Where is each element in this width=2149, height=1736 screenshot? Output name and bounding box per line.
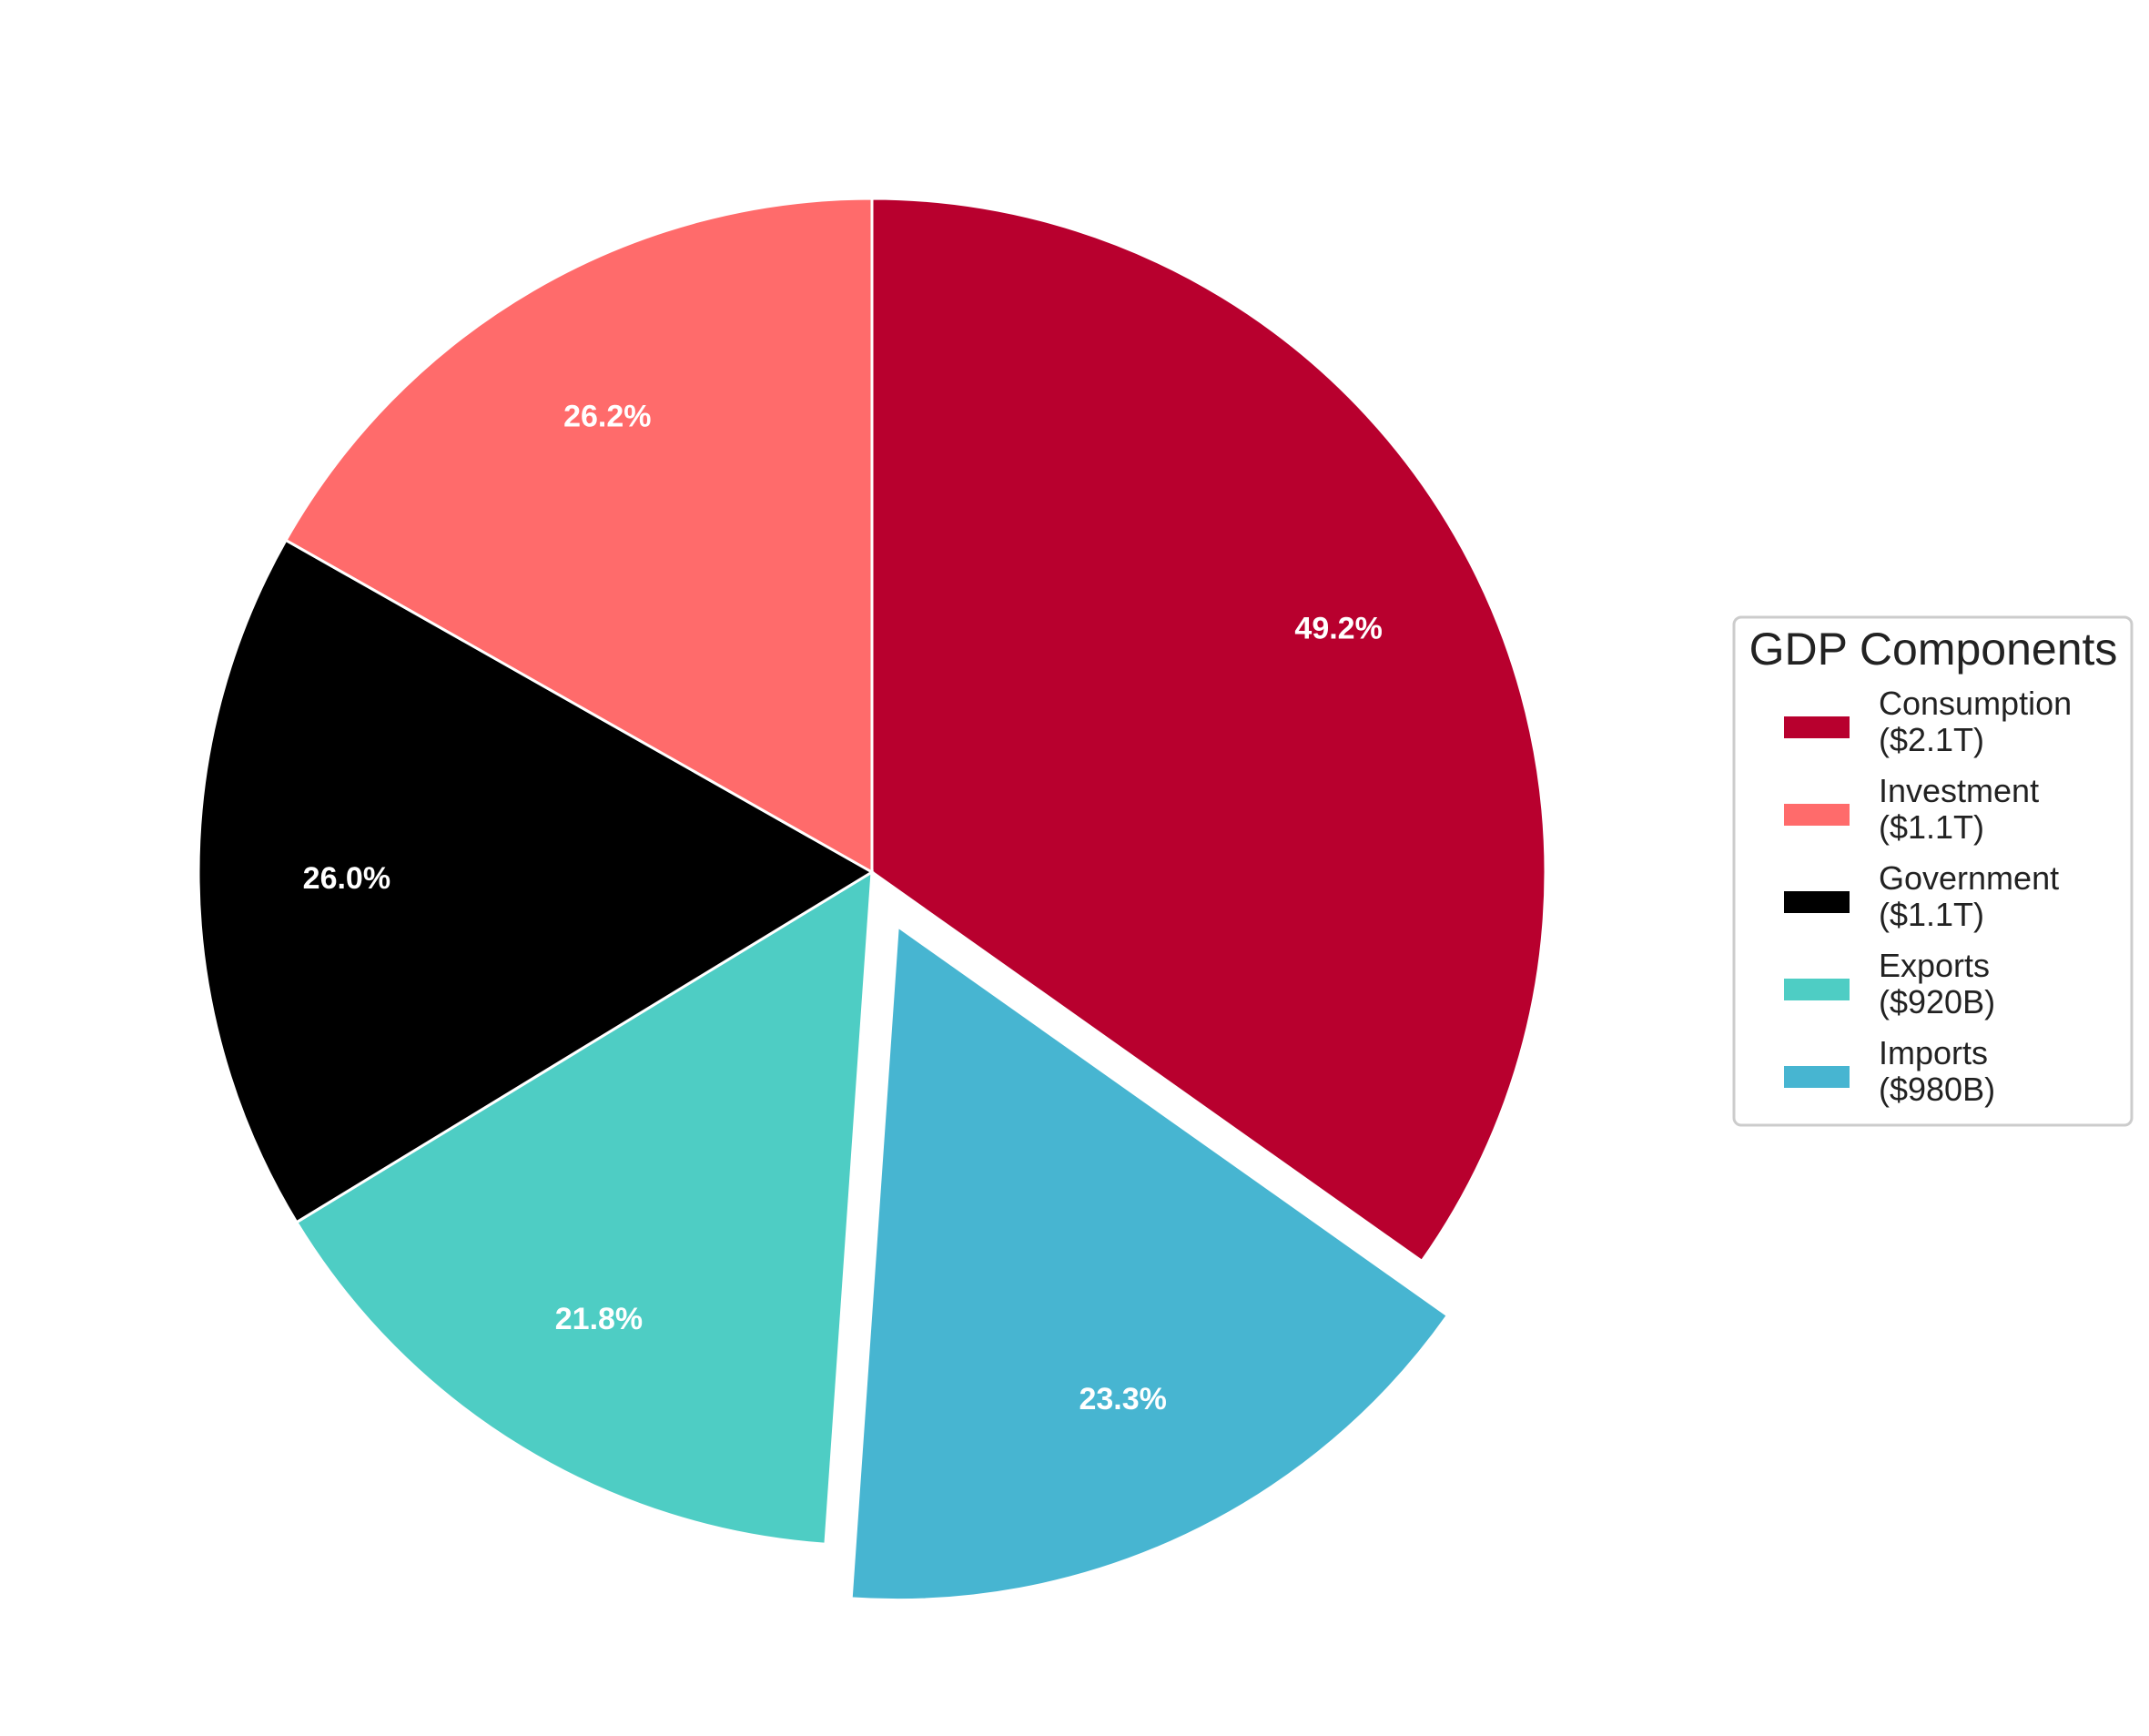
legend-label-government: Government (1879, 859, 2059, 897)
pie-label-government: 26.0% (303, 861, 390, 896)
pie-percent-labels: 49.2% 23.3% 21.8% 26.0% 26.2% (303, 399, 1383, 1416)
legend-item-investment: Investment($1.1T) (1784, 772, 2039, 846)
pie-slices (197, 197, 1547, 1602)
legend-title: GDP Components (1749, 624, 2118, 675)
legend-swatch-imports (1784, 1066, 1850, 1088)
legend-item-consumption: Consumption($2.1T) (1784, 685, 2072, 758)
legend-amount-investment: ($1.1T) (1879, 808, 1984, 846)
pie-slice-imports (849, 923, 1450, 1602)
legend-amount-imports: ($980B) (1879, 1071, 1995, 1108)
legend-swatch-government (1784, 891, 1850, 913)
pie-label-consumption: 49.2% (1294, 612, 1382, 646)
legend-label-exports: Exports (1879, 947, 1990, 984)
legend-swatch-exports (1784, 979, 1850, 1000)
legend: GDP Components Consumption($2.1T) Investm… (1732, 615, 2134, 1127)
pie-label-imports: 23.3% (1079, 1382, 1166, 1416)
legend-label-consumption: Consumption (1879, 685, 2072, 722)
pie-slice-consumption (870, 197, 1547, 1264)
legend-item-exports: Exports($920B) (1784, 947, 1995, 1020)
pie-slice-government (197, 538, 875, 1224)
legend-item-government: Government($1.1T) (1784, 859, 2059, 933)
legend-items: Consumption($2.1T)Investment($1.1T)Gover… (1784, 685, 2072, 1108)
pie-label-investment: 26.2% (563, 399, 651, 433)
pie-label-exports: 21.8% (555, 1302, 643, 1336)
legend-swatch-consumption (1784, 716, 1850, 738)
legend-item-imports: Imports($980B) (1784, 1034, 1995, 1108)
legend-amount-exports: ($920B) (1879, 983, 1995, 1020)
legend-label-investment: Investment (1879, 772, 2039, 809)
pie-slice-investment (284, 197, 874, 875)
legend-amount-government: ($1.1T) (1879, 896, 1984, 933)
legend-label-imports: Imports (1879, 1034, 1988, 1071)
legend-swatch-investment (1784, 804, 1850, 826)
legend-amount-consumption: ($2.1T) (1879, 721, 1984, 758)
pie-slice-exports (294, 869, 874, 1546)
